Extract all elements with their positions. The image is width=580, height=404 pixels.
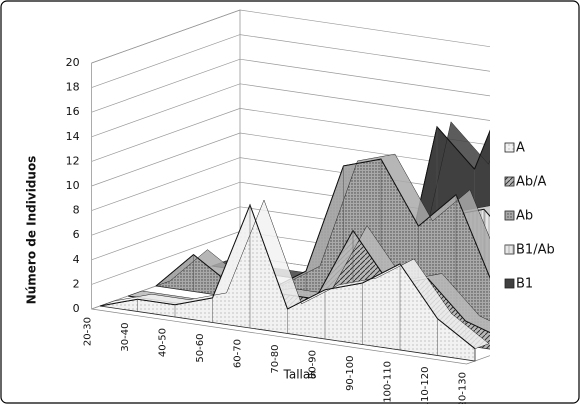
grid-line — [91, 132, 490, 187]
grid-line — [91, 34, 490, 88]
y-tick-label: 12 — [66, 154, 80, 167]
legend-swatch-pattern — [505, 211, 514, 220]
x-tick-label: 40-50 — [158, 328, 169, 357]
x-tick-label: 100-110 — [383, 361, 394, 403]
x-tick-label: 60-70 — [233, 339, 244, 368]
x-tick-label: 120-130 — [458, 372, 469, 404]
plot-area — [91, 9, 490, 365]
legend-label: Ab/A — [516, 175, 547, 190]
y-tick-label: 14 — [66, 130, 80, 143]
y-tick-label: 16 — [66, 105, 80, 118]
legend-swatch — [504, 278, 515, 289]
y-tick-label: 10 — [66, 179, 80, 192]
x-tick-label: 80-90 — [308, 350, 319, 379]
y-tick-label: 0 — [73, 302, 80, 315]
grid-line — [91, 157, 490, 211]
y-tick-label: 4 — [73, 253, 80, 266]
legend-swatch-pattern — [505, 143, 514, 152]
x-tick-label: 90-100 — [345, 356, 356, 391]
legend-swatch-pattern — [505, 245, 514, 254]
x-axis-title: Tallas — [283, 368, 317, 382]
x-tick-label: 50-60 — [195, 334, 206, 363]
y-tick-label: 6 — [73, 228, 80, 241]
y-tick-label: 18 — [66, 81, 80, 94]
grid-line — [91, 58, 490, 113]
grid-line — [91, 181, 490, 236]
x-tick-label: 110-120 — [420, 367, 431, 404]
y-axis-title: Número de Individuos — [25, 156, 39, 305]
grid-line — [91, 83, 490, 138]
grid-line — [91, 108, 490, 162]
grid-line — [91, 9, 490, 64]
legend-label: B1 — [516, 277, 533, 292]
area-pattern — [100, 205, 475, 361]
legend-label: A — [516, 141, 525, 156]
x-tick-label: 30-40 — [120, 323, 131, 352]
x-tick-label: 20-30 — [83, 317, 94, 346]
x-tick-label: 70-80 — [270, 345, 281, 374]
legend-label: Ab — [516, 209, 533, 224]
grid-line — [91, 206, 490, 261]
y-tick-label: 2 — [73, 277, 80, 290]
legend-label: B1/Ab — [516, 243, 555, 258]
y-tick-label: 8 — [73, 204, 80, 217]
y-tick-label: 20 — [66, 56, 80, 69]
legend-swatch-pattern — [505, 177, 514, 186]
